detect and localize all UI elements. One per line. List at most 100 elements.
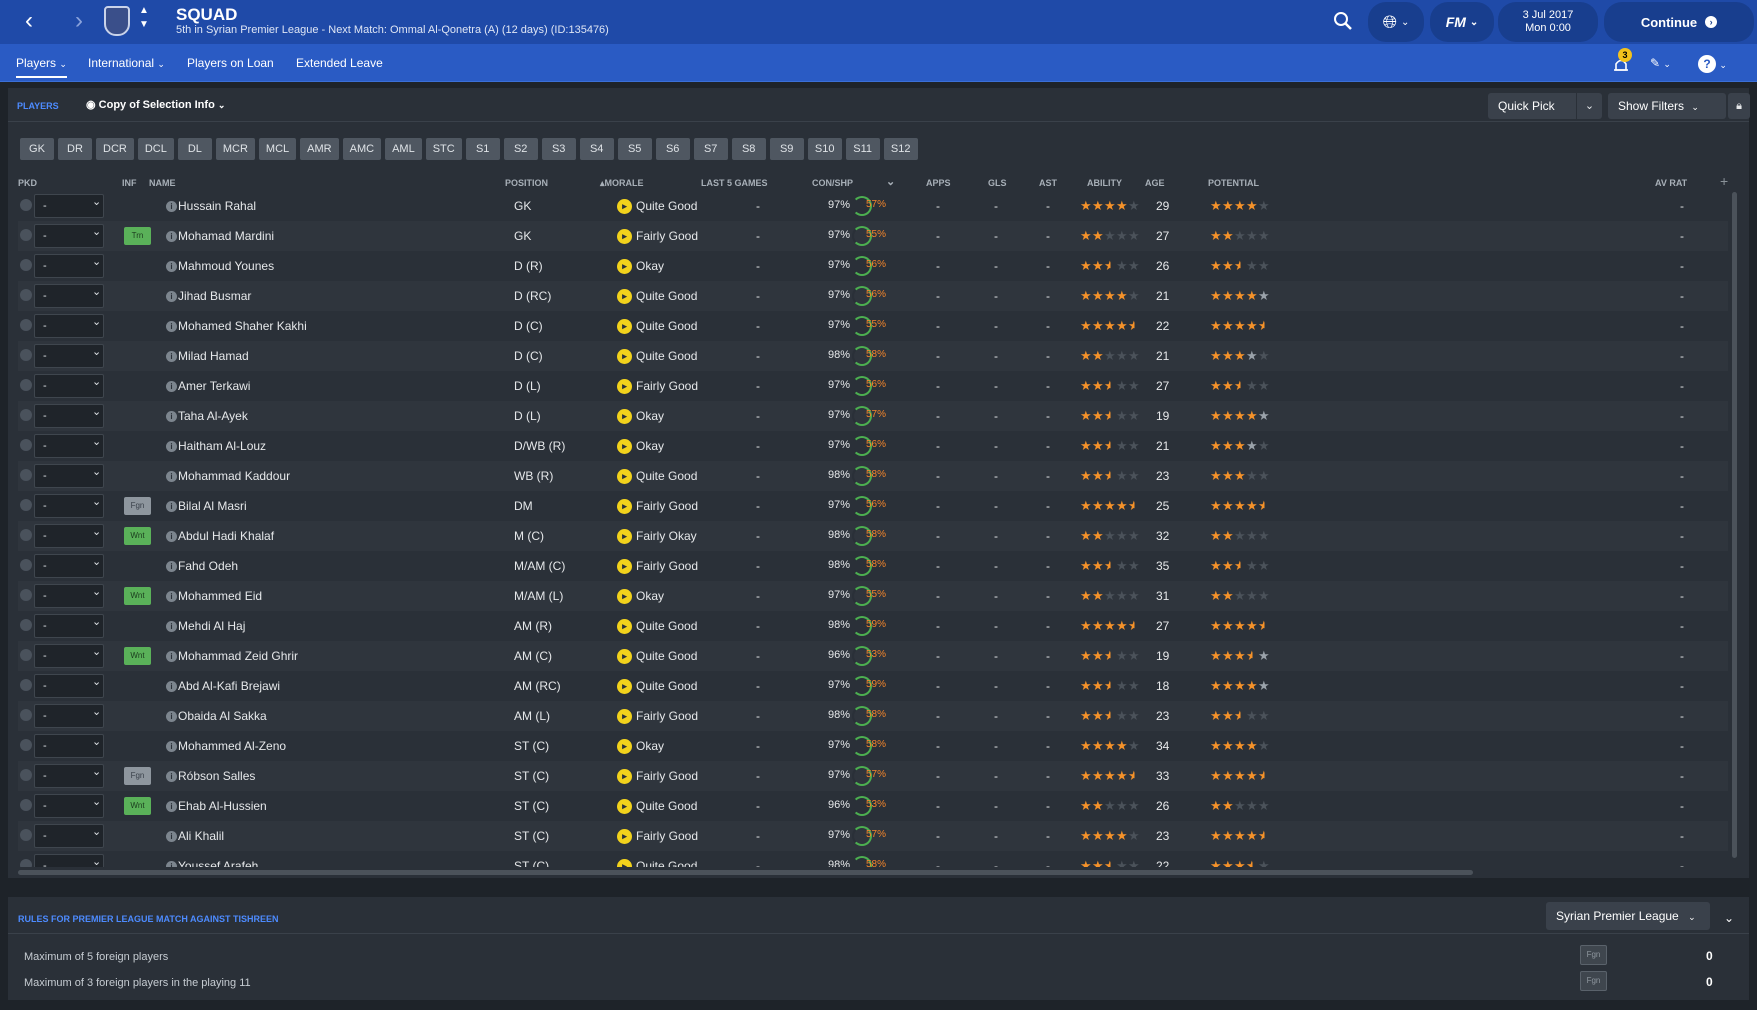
- pkd-checkbox[interactable]: [20, 469, 32, 481]
- table-row[interactable]: - ⌄ Wnt i Mohammad Zeid Ghrir AM (C) ▸ Quite Go…: [18, 641, 1728, 671]
- col-inf[interactable]: INF: [122, 178, 137, 188]
- globe-menu-button[interactable]: 🌐︎ ⌄: [1368, 2, 1424, 42]
- pkd-select[interactable]: -: [34, 764, 104, 788]
- info-icon[interactable]: i: [166, 561, 177, 572]
- player-name[interactable]: Fahd Odeh: [178, 559, 239, 573]
- info-badge[interactable]: Fgn: [124, 767, 151, 785]
- info-icon[interactable]: i: [166, 381, 177, 392]
- player-name[interactable]: Taha Al-Ayek: [178, 409, 248, 423]
- info-icon[interactable]: i: [166, 441, 177, 452]
- table-row[interactable]: - ⌄ i Obaida Al Sakka AM (L) ▸ Fairly Good -98%…: [18, 701, 1728, 731]
- info-icon[interactable]: i: [166, 201, 177, 212]
- position-filter-chip[interactable]: S11: [845, 138, 880, 160]
- continue-button[interactable]: Continue ›: [1604, 2, 1754, 42]
- position-filter-chip[interactable]: S4: [579, 138, 614, 160]
- table-row[interactable]: - ⌄ i Jihad Busmar D (RC) ▸ Quite Good -97% 56% -…: [18, 281, 1728, 311]
- col-ast[interactable]: AST: [1039, 178, 1057, 188]
- lock-icon[interactable]: 🔒︎: [1728, 93, 1750, 119]
- player-name[interactable]: Mohammed Eid: [178, 589, 263, 603]
- player-name[interactable]: Mohammad Zeid Ghrir: [178, 649, 299, 663]
- table-row[interactable]: - ⌄ Wnt i Abdul Hadi Khalaf M (C) ▸ Fairly Okay…: [18, 521, 1728, 551]
- table-row[interactable]: - ⌄ i Mohamed Shaher Kakhi D (C) ▸ Quite Good -…: [18, 311, 1728, 341]
- player-name[interactable]: Ehab Al-Hussien: [178, 799, 267, 813]
- position-filter-chip[interactable]: MCL: [258, 138, 297, 160]
- position-filter-chip[interactable]: S7: [693, 138, 728, 160]
- forward-arrow-icon[interactable]: ›: [75, 7, 83, 34]
- add-column-icon[interactable]: +: [1720, 173, 1729, 189]
- pkd-select[interactable]: -: [34, 584, 104, 608]
- col-apps[interactable]: APPS: [926, 178, 951, 188]
- col-av-rat[interactable]: AV RAT: [1655, 178, 1688, 188]
- position-filter-chip[interactable]: S10: [807, 138, 842, 160]
- pkd-checkbox[interactable]: [20, 439, 32, 451]
- pkd-checkbox[interactable]: [20, 709, 32, 721]
- player-name[interactable]: Mohamed Shaher Kakhi: [178, 319, 307, 333]
- info-icon[interactable]: i: [166, 291, 177, 302]
- col-position[interactable]: POSITION: [505, 178, 549, 188]
- pkd-checkbox[interactable]: [20, 769, 32, 781]
- pkd-checkbox[interactable]: [20, 739, 32, 751]
- club-switch-arrows-icon[interactable]: ▲ ▼: [139, 5, 149, 30]
- table-row[interactable]: - ⌄ Trn i Mohamad Mardini GK ▸ Fairly Good -97% 5…: [18, 221, 1728, 251]
- fm-menu-button[interactable]: FM ⌄: [1430, 2, 1494, 42]
- info-icon[interactable]: i: [166, 231, 177, 242]
- collapse-icon[interactable]: ⌄: [1724, 911, 1735, 925]
- info-icon[interactable]: i: [166, 651, 177, 662]
- table-row[interactable]: - ⌄ i Haitham Al-Louz D/WB (R) ▸ Okay -97% 56% - -…: [18, 431, 1728, 461]
- player-name[interactable]: Jihad Busmar: [178, 289, 252, 303]
- player-name[interactable]: Mohamad Mardini: [178, 229, 275, 243]
- position-filter-chip[interactable]: S8: [731, 138, 766, 160]
- position-filter-chip[interactable]: S5: [617, 138, 652, 160]
- info-icon[interactable]: i: [166, 621, 177, 632]
- info-icon[interactable]: i: [166, 741, 177, 752]
- table-row[interactable]: - ⌄ i Mahmoud Younes D (R) ▸ Okay -97% 56% - - - ★ ★ ★…: [18, 251, 1728, 281]
- position-filter-chip[interactable]: DCL: [137, 138, 174, 160]
- date-button[interactable]: 3 Jul 2017 Mon 0:00: [1498, 2, 1598, 42]
- position-filter-chip[interactable]: DL: [177, 138, 212, 160]
- pkd-checkbox[interactable]: [20, 829, 32, 841]
- pkd-checkbox[interactable]: [20, 649, 32, 661]
- search-icon[interactable]: [1332, 10, 1354, 32]
- table-row[interactable]: - ⌄ i Mehdi Al Haj AM (R) ▸ Quite Good -98% 59% -…: [18, 611, 1728, 641]
- edit-menu-button[interactable]: ✎ ⌄: [1650, 56, 1671, 70]
- pkd-select[interactable]: -: [34, 704, 104, 728]
- pkd-checkbox[interactable]: [20, 229, 32, 241]
- info-badge[interactable]: Wnt: [124, 647, 151, 665]
- pkd-checkbox[interactable]: [20, 799, 32, 811]
- position-filter-chip[interactable]: AMR: [300, 138, 339, 160]
- info-icon[interactable]: i: [166, 471, 177, 482]
- table-row[interactable]: - ⌄ i Mohammad Kaddour WB (R) ▸ Quite Good -98%…: [18, 461, 1728, 491]
- pkd-checkbox[interactable]: [20, 679, 32, 691]
- back-arrow-icon[interactable]: ‹: [25, 7, 33, 34]
- col-pkd[interactable]: PKD: [18, 178, 38, 188]
- player-name[interactable]: Hussain Rahal: [178, 199, 257, 213]
- tab-extended-leave[interactable]: Extended Leave: [296, 56, 383, 70]
- pkd-select[interactable]: -: [34, 284, 104, 308]
- pkd-checkbox[interactable]: [20, 349, 32, 361]
- table-row[interactable]: - ⌄ i Hussain Rahal GK ▸ Quite Good -97% 57% - - - ★…: [18, 191, 1728, 221]
- info-badge[interactable]: Wnt: [124, 587, 151, 605]
- info-badge[interactable]: Fgn: [124, 497, 151, 515]
- player-name[interactable]: Abd Al-Kafi Brejawi: [178, 679, 281, 693]
- pkd-select[interactable]: -: [34, 824, 104, 848]
- info-icon[interactable]: i: [166, 831, 177, 842]
- pkd-checkbox[interactable]: [20, 499, 32, 511]
- position-filter-chip[interactable]: S1: [465, 138, 500, 160]
- info-badge[interactable]: Wnt: [124, 527, 151, 545]
- position-filter-chip[interactable]: S9: [769, 138, 804, 160]
- pkd-select[interactable]: -: [34, 404, 104, 428]
- pkd-select[interactable]: -: [34, 254, 104, 278]
- table-row[interactable]: - ⌄ i Fahd Odeh M/AM (C) ▸ Fairly Good -98% 58% -…: [18, 551, 1728, 581]
- tab-players-on-loan[interactable]: Players on Loan: [187, 56, 274, 70]
- tab-international[interactable]: International ⌄: [88, 56, 165, 70]
- pkd-select[interactable]: -: [34, 614, 104, 638]
- vertical-scrollbar[interactable]: [1732, 192, 1737, 858]
- pkd-checkbox[interactable]: [20, 259, 32, 271]
- table-row[interactable]: - ⌄ i Mohammed Al-Zeno ST (C) ▸ Okay -97% 58% - - -…: [18, 731, 1728, 761]
- pkd-select[interactable]: -: [34, 344, 104, 368]
- player-name[interactable]: Bilal Al Masri: [178, 499, 247, 513]
- view-selector[interactable]: ◉ Copy of Selection Info ⌄: [86, 98, 225, 111]
- col-morale[interactable]: ▴MORALE: [600, 178, 644, 188]
- player-name[interactable]: Amer Terkawi: [178, 379, 251, 393]
- col-last5[interactable]: LAST 5 GAMES: [701, 178, 768, 188]
